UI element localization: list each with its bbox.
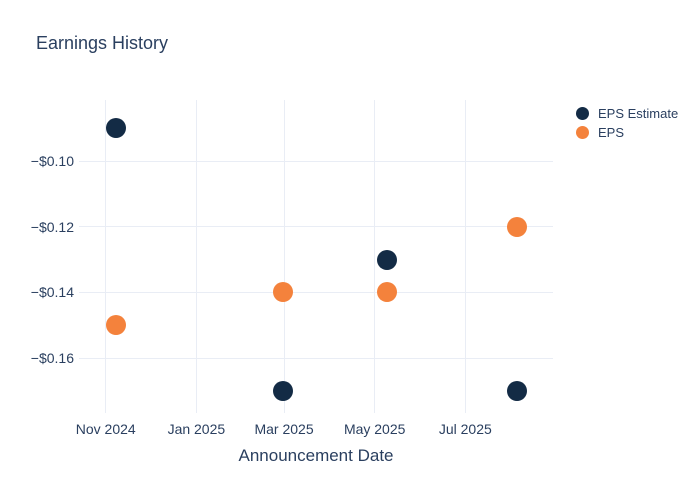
eps-point[interactable] [507, 216, 528, 237]
x-axis-title: Announcement Date [238, 446, 394, 465]
x-tick-label: Nov 2024 [75, 421, 136, 437]
eps-estimate-point[interactable] [507, 380, 528, 401]
y-gridline [79, 226, 553, 228]
eps-estimate-point[interactable] [376, 249, 397, 270]
y-gridline [79, 160, 553, 162]
eps-point[interactable] [272, 282, 293, 303]
legend: EPS Estimate EPS [572, 104, 678, 142]
eps-estimate-point[interactable] [106, 118, 127, 139]
eps-estimate-marker-icon [576, 107, 589, 120]
eps-point[interactable] [106, 315, 127, 336]
x-gridline [283, 100, 285, 413]
legend-label: EPS [598, 125, 625, 140]
y-tick-label: −$0.14 [30, 284, 74, 301]
x-gridline [464, 100, 466, 413]
eps-estimate-point[interactable] [272, 380, 293, 401]
x-tick-label: Jul 2025 [438, 421, 492, 437]
plot-area[interactable] [79, 100, 553, 413]
x-gridline [105, 100, 107, 413]
y-tick-label: −$0.10 [30, 153, 74, 170]
eps-marker-icon [576, 126, 589, 139]
eps-point[interactable] [376, 282, 397, 303]
y-tick-label: −$0.16 [30, 350, 74, 367]
legend-label: EPS Estimate [598, 106, 679, 121]
y-tick-label: −$0.12 [30, 218, 74, 235]
x-tick-label: May 2025 [343, 421, 406, 437]
x-gridline [195, 100, 197, 413]
x-tick-label: Jan 2025 [167, 421, 226, 437]
x-gridline [374, 100, 376, 413]
legend-item-eps[interactable]: EPS [572, 123, 678, 142]
x-tick-label: Mar 2025 [254, 421, 314, 437]
y-gridline [79, 357, 553, 359]
legend-item-eps-estimate[interactable]: EPS Estimate [572, 104, 678, 123]
chart-title: Earnings History [36, 33, 169, 53]
y-gridline [79, 291, 553, 293]
